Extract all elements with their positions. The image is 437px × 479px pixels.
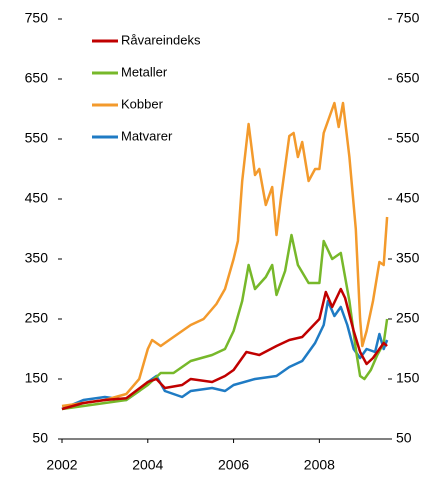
series-line: [61, 287, 388, 411]
legend-label: Matvarer: [121, 128, 173, 143]
series-line: [61, 233, 389, 411]
y-tick-label: 750: [25, 10, 49, 26]
y-tick-label: 650: [25, 70, 49, 86]
y-tick-label: 50: [32, 430, 48, 446]
y-tick-label: 550: [25, 130, 49, 146]
series-line: [61, 101, 389, 408]
legend-label: Kobber: [121, 96, 164, 111]
y-tick-label: 450: [25, 190, 49, 206]
y2-tick-label: 150: [396, 370, 420, 386]
y2-tick-label: 450: [396, 190, 420, 206]
series-line: [61, 299, 389, 411]
x-tick-label: 2006: [218, 457, 249, 473]
y2-tick-label: 750: [396, 10, 420, 26]
y2-tick-label: 350: [396, 250, 420, 266]
x-tick-label: 2008: [304, 457, 335, 473]
legend-label: Råvareindeks: [121, 32, 201, 47]
y2-tick-label: 650: [396, 70, 420, 86]
y-tick-label: 350: [25, 250, 49, 266]
x-tick-label: 2004: [132, 457, 163, 473]
y2-tick-label: 550: [396, 130, 420, 146]
y-tick-label: 250: [25, 310, 49, 326]
y2-tick-label: 250: [396, 310, 420, 326]
y-tick-label: 150: [25, 370, 49, 386]
x-tick-label: 2002: [46, 457, 77, 473]
legend-label: Metaller: [121, 64, 168, 79]
y2-tick-label: 50: [396, 430, 412, 446]
